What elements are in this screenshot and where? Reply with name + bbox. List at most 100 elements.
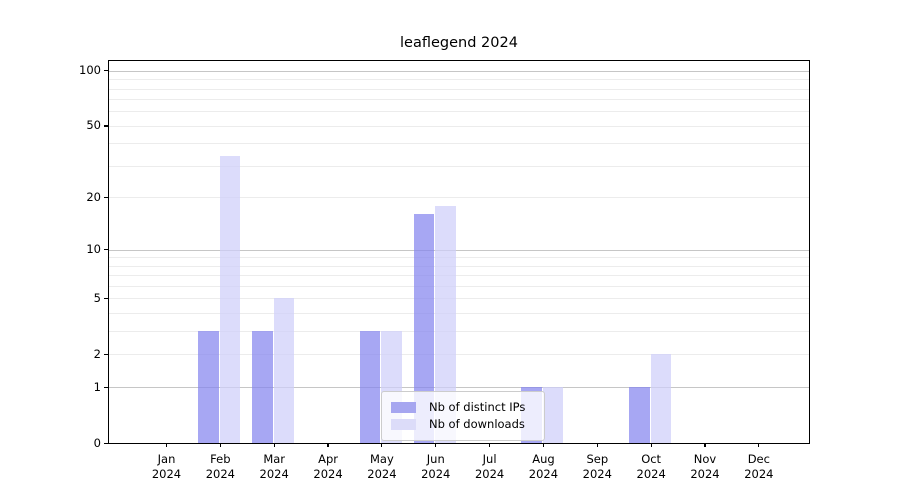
x-tick-year: 2024 (582, 466, 612, 481)
gridline-major (109, 70, 809, 72)
y-tick-mark (104, 442, 108, 444)
y-tick-mark (104, 125, 108, 127)
x-tick-month: Feb (210, 452, 231, 466)
y-tick-mark (104, 297, 108, 300)
x-tick-month: Jan (157, 452, 176, 466)
x-tick-label: Apr 2024 (300, 452, 356, 481)
gridline-minor (109, 265, 809, 267)
x-tick-label: Dec 2024 (731, 452, 787, 481)
legend-item-downloads: Nb of downloads (391, 418, 535, 431)
gridline-minor (109, 79, 809, 81)
gridline-minor (109, 125, 809, 127)
y-tick-label: 100 (79, 63, 101, 78)
x-tick-year: 2024 (474, 466, 505, 481)
legend: Nb of distinct IPs Nb of downloads (381, 391, 545, 441)
x-tick-label: May 2024 (354, 452, 410, 481)
x-tick-month: Jun (426, 452, 445, 466)
gridline-minor (109, 298, 809, 300)
x-tick-mark (596, 443, 598, 447)
gridline-minor (109, 257, 809, 259)
x-tick-year: 2024 (151, 466, 182, 481)
y-tick-mark (104, 196, 108, 199)
x-tick-year: 2024 (528, 466, 559, 481)
y-tick-label: 5 (93, 290, 101, 305)
x-tick-mark (273, 443, 275, 447)
gridline-minor (109, 88, 809, 90)
x-tick-month: Nov (693, 452, 717, 466)
x-tick-label: Jan 2024 (139, 452, 195, 481)
x-tick-mark (704, 443, 706, 447)
x-tick-year: 2024 (744, 466, 774, 481)
y-tick-mark (104, 386, 108, 388)
y-tick-label: 20 (86, 189, 101, 204)
bar-downloads-aug (542, 387, 564, 443)
legend-item-distinct-ips: Nb of distinct IPs (391, 401, 535, 414)
x-tick-year: 2024 (205, 466, 235, 481)
x-tick-label: Feb 2024 (192, 452, 248, 481)
x-tick-month: Sep (586, 452, 609, 466)
x-tick-label: Oct 2024 (623, 452, 679, 481)
gridline-minor (109, 286, 809, 288)
x-tick-mark (165, 443, 168, 447)
x-tick-month: Apr (318, 452, 338, 466)
x-tick-label: Sep 2024 (569, 452, 625, 481)
x-tick-month: May (370, 452, 394, 466)
x-tick-month: Mar (263, 452, 286, 466)
x-tick-month: Dec (747, 452, 770, 466)
x-tick-label: Mar 2024 (246, 452, 302, 481)
bar-distinct-ips-feb (198, 331, 219, 443)
legend-label-distinct-ips: Nb of distinct IPs (429, 400, 526, 414)
x-tick-label: Jul 2024 (462, 452, 518, 481)
legend-swatch-distinct-ips (391, 402, 416, 413)
x-tick-label: Aug 2024 (515, 452, 571, 481)
bar-downloads-mar (273, 298, 295, 443)
y-tick-label: 50 (86, 118, 101, 133)
y-tick-label: 10 (86, 242, 101, 257)
gridline-minor (109, 143, 809, 145)
x-tick-month: Oct (641, 452, 662, 466)
x-tick-year: 2024 (313, 466, 343, 481)
gridline-major (109, 387, 809, 389)
gridline-minor (109, 111, 809, 113)
legend-swatch-downloads (391, 419, 416, 430)
x-tick-mark (327, 443, 329, 447)
plot-area: Nb of distinct IPs Nb of downloads 0 1 2 5 1… (79, 60, 810, 481)
x-tick-year: 2024 (636, 466, 666, 481)
bar-distinct-ips-mar (252, 331, 273, 443)
x-tick-year: 2024 (690, 466, 720, 481)
gridline-minor (109, 354, 809, 356)
x-tick-year: 2024 (259, 466, 289, 481)
y-tick-label: 0 (93, 435, 101, 450)
x-tick-mark (650, 443, 652, 447)
bar-downloads-oct (650, 354, 672, 443)
chart-title: leaflegend 2024 (400, 35, 518, 51)
gridline-minor (109, 331, 809, 333)
y-tick-mark (104, 353, 108, 356)
x-tick-mark (542, 443, 545, 447)
bar-downloads-jun (435, 205, 456, 443)
x-tick-mark (758, 443, 760, 447)
y-tick-mark (104, 70, 108, 72)
x-tick-mark (381, 443, 383, 447)
x-tick-year: 2024 (367, 466, 397, 481)
gridline-minor (109, 313, 809, 315)
x-tick-year: 2024 (421, 466, 451, 481)
y-tick-mark (104, 249, 108, 251)
bar-downloads-feb (219, 156, 241, 443)
x-tick-label: Jun 2024 (408, 452, 464, 481)
x-tick-month: Jul (482, 452, 497, 466)
gridline-minor (109, 197, 809, 199)
x-tick-mark (435, 443, 437, 447)
bar-distinct-ips-oct (629, 387, 650, 443)
y-tick-label: 1 (93, 379, 101, 394)
x-tick-mark (489, 443, 491, 447)
x-tick-label: Nov 2024 (677, 452, 733, 481)
gridline-minor (109, 275, 809, 277)
legend-label-downloads: Nb of downloads (429, 417, 525, 431)
bar-distinct-ips-jun (413, 214, 435, 443)
bar-distinct-ips-may (359, 331, 381, 443)
y-tick-label: 2 (93, 346, 101, 361)
gridline-minor (109, 99, 809, 101)
x-tick-mark (219, 443, 221, 447)
